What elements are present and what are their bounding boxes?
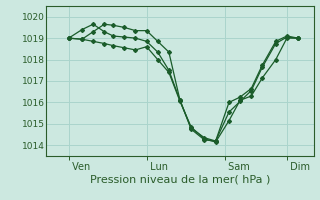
X-axis label: Pression niveau de la mer( hPa ): Pression niveau de la mer( hPa ) bbox=[90, 174, 270, 184]
